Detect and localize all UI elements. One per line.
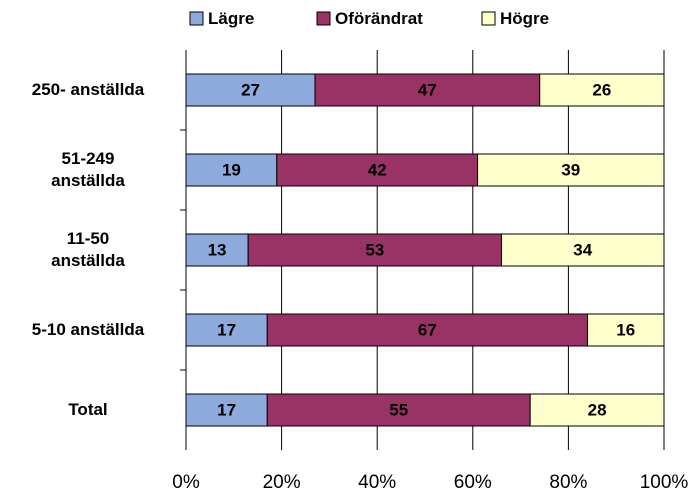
- data-label: 17: [217, 320, 236, 339]
- y-tick-label: Total: [68, 400, 108, 419]
- bar-segment: [247, 233, 502, 267]
- bar-segment: [185, 313, 268, 347]
- bar-segment: [500, 233, 665, 267]
- data-label: 34: [573, 240, 592, 259]
- data-label: 55: [389, 400, 408, 419]
- data-label: 19: [222, 160, 241, 179]
- data-label: 13: [208, 240, 227, 259]
- data-label: 47: [418, 80, 437, 99]
- x-tick-label: 60%: [454, 472, 492, 493]
- bar-segment: [314, 73, 541, 107]
- data-label: 39: [561, 160, 580, 179]
- legend-swatch: [316, 11, 331, 26]
- data-label: 42: [368, 160, 387, 179]
- y-tick-label: 5-10 anställda: [31, 320, 145, 339]
- bar-segment: [276, 153, 479, 187]
- bar-segment: [266, 393, 531, 427]
- data-label: 26: [592, 80, 611, 99]
- x-tick-label: 40%: [358, 472, 396, 493]
- bar-segment: [477, 153, 665, 187]
- data-label: 28: [588, 400, 607, 419]
- data-label: 53: [365, 240, 384, 259]
- bar-segment: [266, 313, 589, 347]
- data-label: 16: [616, 320, 635, 339]
- legend-label: Lägre: [208, 9, 254, 28]
- bar-segment: [185, 153, 278, 187]
- data-label: 67: [418, 320, 437, 339]
- y-tick-label: 51-249 anställda: [51, 149, 125, 190]
- legend-label: Oförändrat: [335, 9, 423, 28]
- x-tick-label: 0%: [172, 472, 200, 493]
- bar-segment: [587, 313, 665, 347]
- data-label: 17: [217, 400, 236, 419]
- legend-swatch: [481, 11, 496, 26]
- bar-segment: [539, 73, 665, 107]
- x-tick-label: 80%: [549, 472, 587, 493]
- data-label: 27: [241, 80, 260, 99]
- legend-swatch: [189, 11, 204, 26]
- y-tick-label: 250- anställda: [31, 80, 145, 99]
- x-tick-label: 100%: [640, 472, 689, 493]
- legend-label: Högre: [500, 9, 549, 28]
- x-tick-label: 20%: [263, 472, 301, 493]
- bar-segment: [529, 393, 665, 427]
- bar-segment: [185, 393, 268, 427]
- bar-segment: [185, 73, 316, 107]
- y-tick-label: 11-50 anställda: [51, 229, 125, 270]
